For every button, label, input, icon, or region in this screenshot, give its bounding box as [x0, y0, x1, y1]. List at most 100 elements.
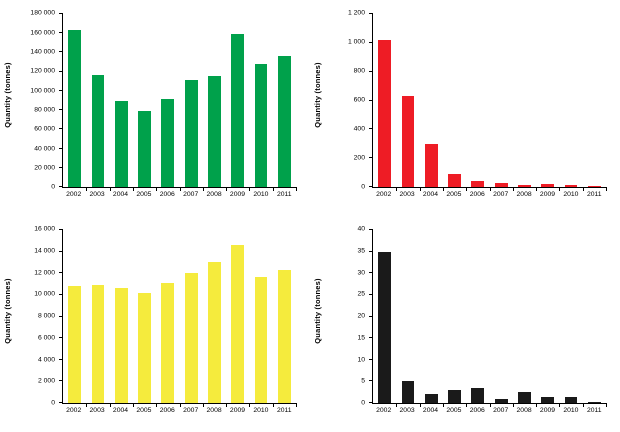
- y-tick-mark: [59, 89, 63, 91]
- y-tick-label: 15: [357, 334, 365, 342]
- y-tick-mark: [59, 109, 63, 111]
- bar-2006: [471, 387, 485, 403]
- x-tick-mark: [582, 187, 584, 191]
- y-tick-mark: [59, 250, 63, 252]
- bar-2009: [231, 245, 245, 403]
- x-tick-label: 2004: [112, 191, 129, 198]
- bar-2009: [231, 34, 245, 187]
- x-tick-mark: [536, 403, 538, 407]
- y-tick-mark: [369, 293, 373, 295]
- x-tick-label: 2011: [276, 407, 292, 414]
- x-tick-mark: [109, 187, 111, 191]
- x-tick-mark: [249, 403, 251, 407]
- y-tick-label: 200: [353, 154, 365, 162]
- x-tick-mark: [396, 403, 398, 407]
- y-tick-mark: [369, 380, 373, 382]
- x-tick-label: 2009: [539, 407, 556, 414]
- x-tick-mark: [419, 403, 421, 407]
- bar-2009: [541, 184, 555, 187]
- x-tick-label: 2008: [516, 407, 532, 414]
- y-tick-label: 80 000: [34, 106, 55, 114]
- y-tick-label: 800: [353, 67, 365, 75]
- bar-2011: [277, 56, 291, 187]
- x-tick-mark: [296, 403, 297, 407]
- x-tick-mark: [466, 187, 468, 191]
- y-tick-mark: [369, 128, 373, 130]
- y-tick-label: 0: [51, 399, 55, 407]
- x-tick-label: 2011: [276, 191, 292, 198]
- x-tick-label: 2006: [159, 407, 175, 414]
- x-tick-mark: [249, 187, 251, 191]
- y-tick-label: 8 000: [37, 312, 55, 320]
- y-tick-mark: [59, 293, 63, 295]
- y-axis-ticks: 0 2 000 4 000 6 000 8 000 10 000 12 000 14 000 1…: [6, 226, 62, 407]
- y-tick-label: 1 200: [347, 9, 365, 17]
- x-tick-label: 2011: [586, 191, 602, 198]
- y-tick-label: 20 000: [34, 164, 55, 172]
- bar-2011: [587, 185, 601, 187]
- bar-2004: [114, 288, 128, 403]
- x-tick-mark: [296, 187, 297, 191]
- y-tick-label: 12 000: [34, 269, 55, 277]
- bar-2009: [541, 396, 555, 403]
- bar-2003: [91, 74, 105, 187]
- y-axis-ticks: 0 20 000 40 000 60 000 80 000 100 000 120 000 1…: [6, 10, 62, 191]
- x-tick-label: 2003: [399, 407, 415, 414]
- x-tick-mark: [179, 403, 181, 407]
- x-tick-mark: [86, 403, 88, 407]
- y-tick-mark: [369, 99, 373, 101]
- x-tick-mark: [582, 403, 584, 407]
- x-tick-label: 2009: [539, 191, 556, 198]
- x-tick-label: 2005: [446, 191, 462, 198]
- bar-2010: [564, 184, 578, 187]
- y-tick-label: 5: [361, 377, 365, 385]
- plot-wrap: 0 2 000 4 000 6 000 8 000 10 000 12 000 14 000 1…: [34, 226, 297, 414]
- y-axis-ticks: 0 200 400 600 800 1 000 1 200: [316, 9, 372, 191]
- x-tick-label: 2006: [159, 191, 175, 198]
- plot-wrap: 0 200 400 600 800 1 000 1 200 2002 2003 2004 2005…: [348, 10, 607, 198]
- x-tick-mark: [202, 403, 204, 407]
- x-tick-mark: [132, 403, 134, 407]
- x-axis-labels: 2002 2003 2004 2005 2006 2007 2008 2009 2010 2011: [62, 188, 296, 204]
- y-tick-mark: [369, 41, 373, 43]
- bar-2005: [138, 111, 151, 187]
- x-tick-mark: [226, 187, 228, 191]
- bar-2003: [91, 285, 105, 403]
- x-axis-labels: 2002 2003 2004 2005 2006 2007 2008 2009 2010 2011: [372, 188, 606, 204]
- y-tick-label: 1 000: [347, 38, 365, 46]
- y-tick-label: 20: [357, 312, 365, 320]
- x-tick-label: 2004: [422, 191, 439, 198]
- y-tick-label: 160 000: [30, 28, 55, 36]
- x-tick-label: 2005: [446, 407, 462, 414]
- y-tick-label: 10 000: [34, 290, 55, 298]
- x-tick-mark: [559, 403, 561, 407]
- plot-area: [59, 229, 297, 407]
- x-tick-label: 2008: [206, 191, 222, 198]
- x-tick-label: 2008: [516, 191, 532, 198]
- x-tick-mark: [512, 403, 514, 407]
- plot-wrap: 0 20 000 40 000 60 000 80 000 100 000 120 000 1…: [30, 10, 297, 198]
- y-tick-label: 4 000: [37, 356, 55, 364]
- bar-2011: [587, 401, 601, 403]
- bar-2007: [184, 80, 198, 187]
- bar-2010: [254, 63, 268, 187]
- x-tick-mark: [396, 187, 398, 191]
- x-tick-mark: [606, 187, 607, 191]
- y-tick-label: 10: [357, 356, 365, 364]
- y-tick-mark: [369, 337, 373, 339]
- x-tick-label: 2006: [469, 191, 485, 198]
- bar-2006: [161, 282, 175, 403]
- x-tick-label: 2002: [376, 407, 392, 414]
- y-tick-mark: [369, 70, 373, 72]
- y-tick-mark: [59, 186, 63, 187]
- x-tick-mark: [202, 187, 204, 191]
- x-tick-label: 2002: [66, 407, 82, 414]
- y-tick-mark: [59, 70, 63, 72]
- x-tick-mark: [272, 403, 274, 407]
- x-tick-mark: [536, 187, 538, 191]
- x-tick-mark: [226, 403, 228, 407]
- bar-2008: [518, 392, 531, 403]
- y-tick-label: 6 000: [37, 334, 55, 342]
- x-tick-mark: [512, 187, 514, 191]
- y-tick-label: 0: [51, 183, 55, 191]
